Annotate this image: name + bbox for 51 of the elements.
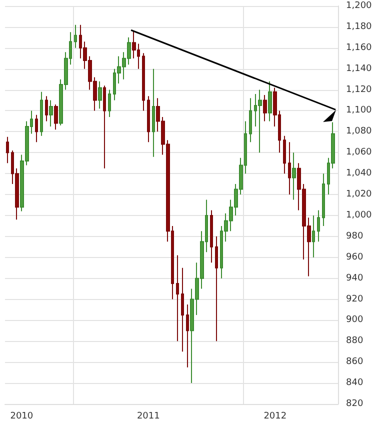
x-tick-label: 2011 [136,412,160,422]
candlestick [258,89,262,154]
candlestick [49,100,53,127]
y-tick-label: 920 [346,294,364,304]
candlestick [142,52,145,112]
candlestick [181,267,184,352]
candlestick [45,96,48,122]
candlestick [108,89,111,118]
y-tick-label: 980 [346,231,364,242]
y-tick-label: 940 [346,273,364,284]
candlestick [317,210,320,242]
candlestick [152,68,155,158]
y-tick-label: 1,000 [346,210,372,220]
candlestick [268,80,272,122]
candlestick [147,96,150,143]
y-tick-label: 1,020 [346,190,372,200]
candlestick [312,214,315,258]
candlestick [40,91,43,136]
y-tick-label: 960 [346,252,364,262]
y-tick-label: 1,040 [346,168,372,179]
candlestick [215,236,218,342]
candlestick [74,24,77,48]
candlestick [176,254,179,342]
candlestick [210,210,213,264]
y-tick-label: 840 [346,378,364,388]
y-tick-label: 820 [346,399,364,409]
candlestick [103,85,106,169]
candlestick [35,114,38,143]
y-tick-label: 860 [346,357,364,368]
candlestick [249,98,252,143]
candlestick [263,94,267,122]
candlestick [6,136,9,164]
y-tick-label: 900 [346,315,364,326]
y-tick-label: 1,140 [346,64,372,74]
x-tick-label: 2012 [264,412,287,422]
candlestick [288,142,291,196]
y-tick-label: 1,100 [346,106,372,116]
y-tick-label: 1,160 [346,42,372,53]
y-tick-label: 1,080 [346,126,372,137]
x-tick-label: 2010 [10,412,34,422]
y-tick-label: 1,180 [346,22,372,32]
y-tick-label: 1,120 [346,84,372,95]
candlestick [54,104,58,130]
y-tick-label: 880 [346,336,364,346]
y-tick-label: 1,060 [346,148,372,158]
candlestick [283,135,286,174]
y-tick-label: 1,200 [346,1,372,11]
candlestick [292,152,296,200]
candlestick [322,173,325,226]
candlestick [98,80,102,110]
candlestick [186,304,189,368]
